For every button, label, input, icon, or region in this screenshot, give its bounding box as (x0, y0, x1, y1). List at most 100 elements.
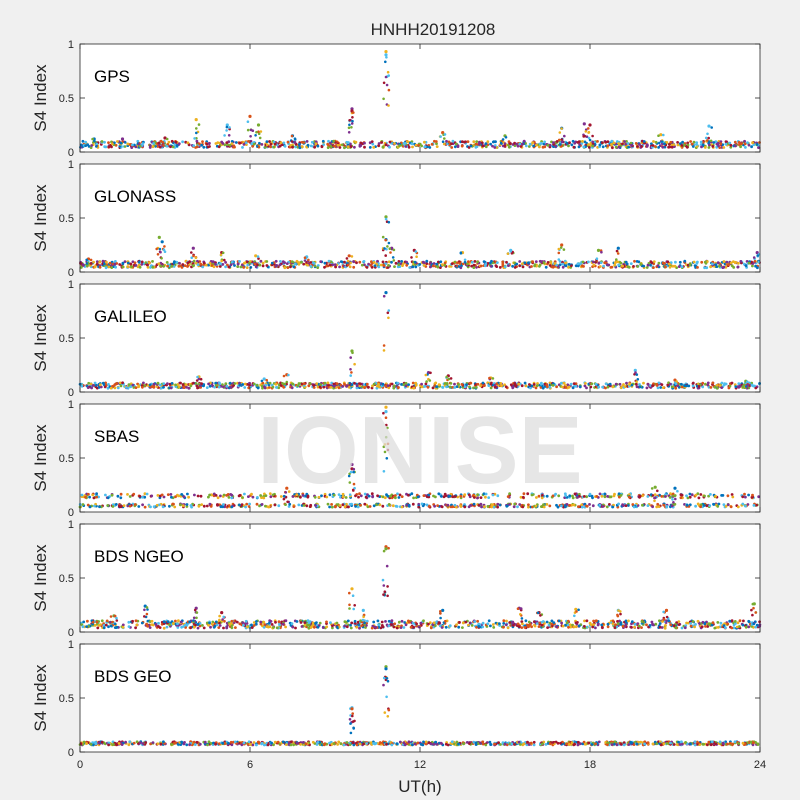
data-point (119, 496, 123, 500)
data-point (498, 266, 502, 269)
data-point (414, 250, 418, 253)
data-point (550, 622, 554, 626)
data-point (225, 129, 228, 132)
data-point (354, 505, 357, 508)
data-point (79, 143, 83, 147)
data-point (228, 126, 231, 129)
data-point (185, 503, 189, 506)
data-point (264, 383, 268, 387)
data-point (297, 262, 301, 266)
data-point (445, 385, 448, 389)
data-point (744, 264, 748, 267)
data-point (115, 619, 119, 622)
data-point (177, 264, 181, 268)
data-point (663, 626, 667, 630)
data-point (272, 145, 276, 149)
data-point (536, 382, 539, 385)
data-point (702, 504, 706, 507)
data-point (309, 144, 313, 148)
data-point (104, 493, 107, 497)
data-point (357, 623, 361, 626)
data-point (616, 246, 620, 250)
data-point (551, 384, 555, 387)
data-point (214, 494, 218, 497)
data-point (110, 142, 114, 146)
data-point (189, 626, 193, 630)
data-point (669, 623, 673, 627)
data-point (392, 248, 396, 252)
data-point (169, 145, 172, 149)
data-point (114, 260, 117, 263)
data-point (680, 265, 684, 268)
data-point (428, 504, 431, 508)
data-point (535, 143, 538, 147)
data-point (429, 261, 432, 265)
data-point (223, 134, 226, 137)
data-point (165, 137, 169, 141)
data-point (431, 386, 435, 390)
data-point (372, 146, 376, 149)
data-point (641, 494, 644, 498)
data-point (257, 132, 261, 135)
data-point (370, 265, 374, 269)
data-point (352, 111, 355, 114)
data-point (711, 262, 714, 266)
data-point (527, 623, 531, 627)
data-point (181, 263, 185, 266)
data-point (265, 264, 269, 267)
data-point (150, 494, 154, 498)
data-point (241, 383, 245, 386)
data-point (292, 505, 296, 508)
data-point (468, 621, 472, 625)
data-point (709, 265, 712, 269)
data-point (587, 131, 590, 134)
data-point (238, 503, 241, 507)
data-point (343, 260, 346, 264)
data-point (316, 625, 320, 629)
data-point (92, 496, 96, 500)
data-point (180, 493, 184, 496)
data-point (242, 266, 246, 269)
data-point (645, 266, 649, 269)
data-point (502, 625, 505, 629)
data-point (192, 625, 196, 629)
data-point (305, 140, 309, 143)
data-point (752, 504, 756, 507)
data-point (246, 260, 249, 264)
data-point (680, 382, 683, 386)
y-tick-label: 0 (68, 507, 74, 519)
data-point (372, 261, 376, 264)
data-point (109, 386, 113, 390)
data-point (661, 620, 664, 623)
data-point (229, 385, 232, 389)
data-point (720, 386, 724, 389)
data-point (117, 504, 121, 508)
data-point (307, 258, 310, 262)
data-point (197, 377, 201, 381)
data-point (453, 386, 457, 389)
data-point (88, 495, 91, 499)
data-point (347, 505, 350, 509)
data-point (543, 140, 546, 144)
data-point (145, 263, 149, 267)
data-point (195, 384, 198, 388)
data-point (588, 123, 592, 127)
data-point (598, 265, 602, 268)
data-point (577, 505, 580, 508)
data-point (661, 261, 665, 265)
data-point (377, 144, 380, 148)
data-point (404, 145, 408, 148)
data-point (435, 385, 438, 389)
data-point (256, 123, 261, 127)
data-point (701, 143, 705, 147)
data-point (460, 144, 464, 148)
data-point (665, 141, 669, 144)
data-point (645, 386, 649, 390)
data-point (300, 145, 304, 149)
data-point (313, 264, 317, 268)
data-point (353, 362, 356, 366)
data-point (343, 505, 347, 508)
data-point (506, 626, 510, 630)
data-point (673, 264, 677, 268)
data-point (521, 265, 525, 269)
